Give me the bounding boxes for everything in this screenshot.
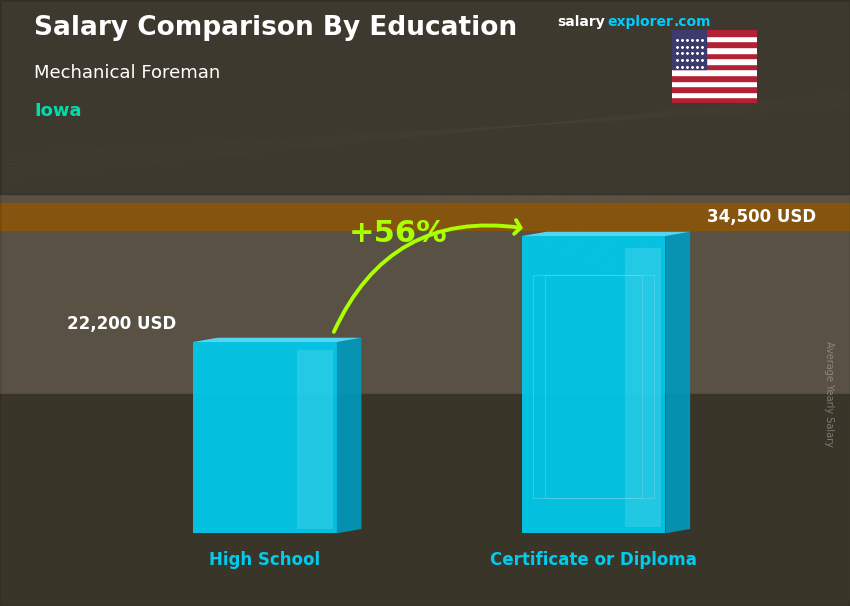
- Bar: [297, 350, 332, 530]
- Bar: [0, 203, 850, 230]
- Bar: [672, 70, 756, 75]
- Polygon shape: [666, 231, 690, 533]
- Text: explorer: explorer: [608, 15, 673, 29]
- Text: 22,200 USD: 22,200 USD: [67, 315, 177, 333]
- Bar: [193, 342, 337, 533]
- Bar: [0, 0, 850, 394]
- Bar: [672, 86, 756, 92]
- Bar: [545, 275, 643, 498]
- Text: Salary Comparison By Education: Salary Comparison By Education: [34, 15, 517, 41]
- Text: .com: .com: [674, 15, 711, 29]
- Polygon shape: [337, 338, 361, 533]
- Bar: [672, 30, 705, 70]
- Text: salary: salary: [557, 15, 604, 29]
- Bar: [672, 81, 756, 86]
- Bar: [672, 58, 756, 64]
- Text: Mechanical Foreman: Mechanical Foreman: [34, 64, 220, 82]
- Text: High School: High School: [209, 551, 320, 570]
- Bar: [533, 275, 654, 498]
- Bar: [672, 92, 756, 98]
- Text: 34,500 USD: 34,500 USD: [706, 208, 816, 226]
- Bar: [672, 30, 756, 36]
- Text: Iowa: Iowa: [34, 102, 82, 120]
- Bar: [672, 98, 756, 103]
- Bar: [626, 248, 661, 527]
- Bar: [522, 236, 666, 533]
- Bar: [672, 64, 756, 70]
- Bar: [672, 41, 756, 47]
- Text: Certificate or Diploma: Certificate or Diploma: [490, 551, 697, 570]
- Polygon shape: [522, 231, 690, 236]
- Text: +56%: +56%: [349, 219, 448, 248]
- Bar: [0, 0, 850, 194]
- Text: Average Yearly Salary: Average Yearly Salary: [824, 341, 834, 447]
- Bar: [672, 75, 756, 81]
- Bar: [672, 53, 756, 58]
- Polygon shape: [193, 338, 361, 342]
- Bar: [672, 47, 756, 53]
- Bar: [0, 394, 850, 606]
- Bar: [672, 36, 756, 41]
